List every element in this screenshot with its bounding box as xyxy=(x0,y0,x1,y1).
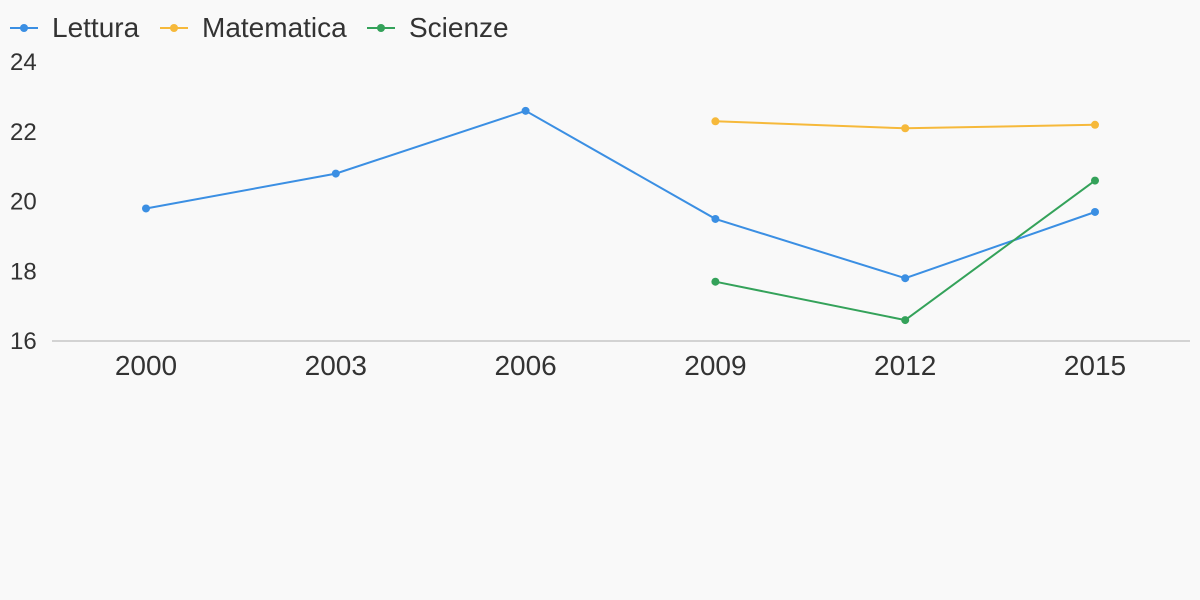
series-line-0 xyxy=(145,109,1096,280)
series-line-2 xyxy=(715,179,1096,322)
x-tick-label-0: 2000 xyxy=(115,350,177,381)
data-point-2-4[interactable] xyxy=(901,316,910,325)
x-tick-label-5: 2015 xyxy=(1064,350,1126,381)
legend-label-0: Lettura xyxy=(52,12,140,43)
y-tick-label-1: 18 xyxy=(10,258,37,285)
data-point-1-4[interactable] xyxy=(901,124,910,133)
legend-marker-0 xyxy=(20,24,28,32)
data-point-0-0[interactable] xyxy=(142,204,150,213)
data-point-2-5[interactable] xyxy=(1091,176,1099,185)
data-point-2-3[interactable] xyxy=(711,277,720,286)
data-point-1-3[interactable] xyxy=(711,117,720,126)
y-tick-label-0: 16 xyxy=(10,328,37,355)
data-point-0-2[interactable] xyxy=(521,106,530,115)
y-tick-label-4: 24 xyxy=(10,49,37,76)
legend-marker-2 xyxy=(377,24,385,32)
x-tick-label-3: 2009 xyxy=(684,350,746,381)
data-point-0-4[interactable] xyxy=(901,274,910,283)
legend-item-0[interactable]: Lettura xyxy=(10,12,140,43)
x-tick-label-4: 2012 xyxy=(874,350,936,381)
series-1 xyxy=(711,117,1099,133)
series-0 xyxy=(142,106,1099,283)
y-axis: 16 18 20 22 24 xyxy=(10,49,37,355)
data-point-0-5[interactable] xyxy=(1091,207,1099,216)
y-tick-label-3: 22 xyxy=(10,119,37,146)
x-tick-label-1: 2003 xyxy=(305,350,367,381)
legend-item-2[interactable]: Scienze xyxy=(367,12,509,43)
y-tick-label-2: 20 xyxy=(10,189,37,216)
x-tick-label-2: 2006 xyxy=(494,350,556,381)
x-axis: 2000 2003 2006 2009 2012 2015 xyxy=(52,340,1190,381)
data-point-0-3[interactable] xyxy=(711,214,720,223)
series-layer xyxy=(142,106,1099,325)
legend-label-2: Scienze xyxy=(409,12,509,43)
legend-item-1[interactable]: Matematica xyxy=(160,12,347,43)
legend-marker-1 xyxy=(170,24,178,32)
data-point-1-5[interactable] xyxy=(1091,120,1099,129)
legend-label-1: Matematica xyxy=(202,12,347,43)
legend: Lettura Matematica Scienze xyxy=(10,12,509,43)
data-point-0-1[interactable] xyxy=(331,169,340,178)
series-2 xyxy=(711,176,1099,325)
